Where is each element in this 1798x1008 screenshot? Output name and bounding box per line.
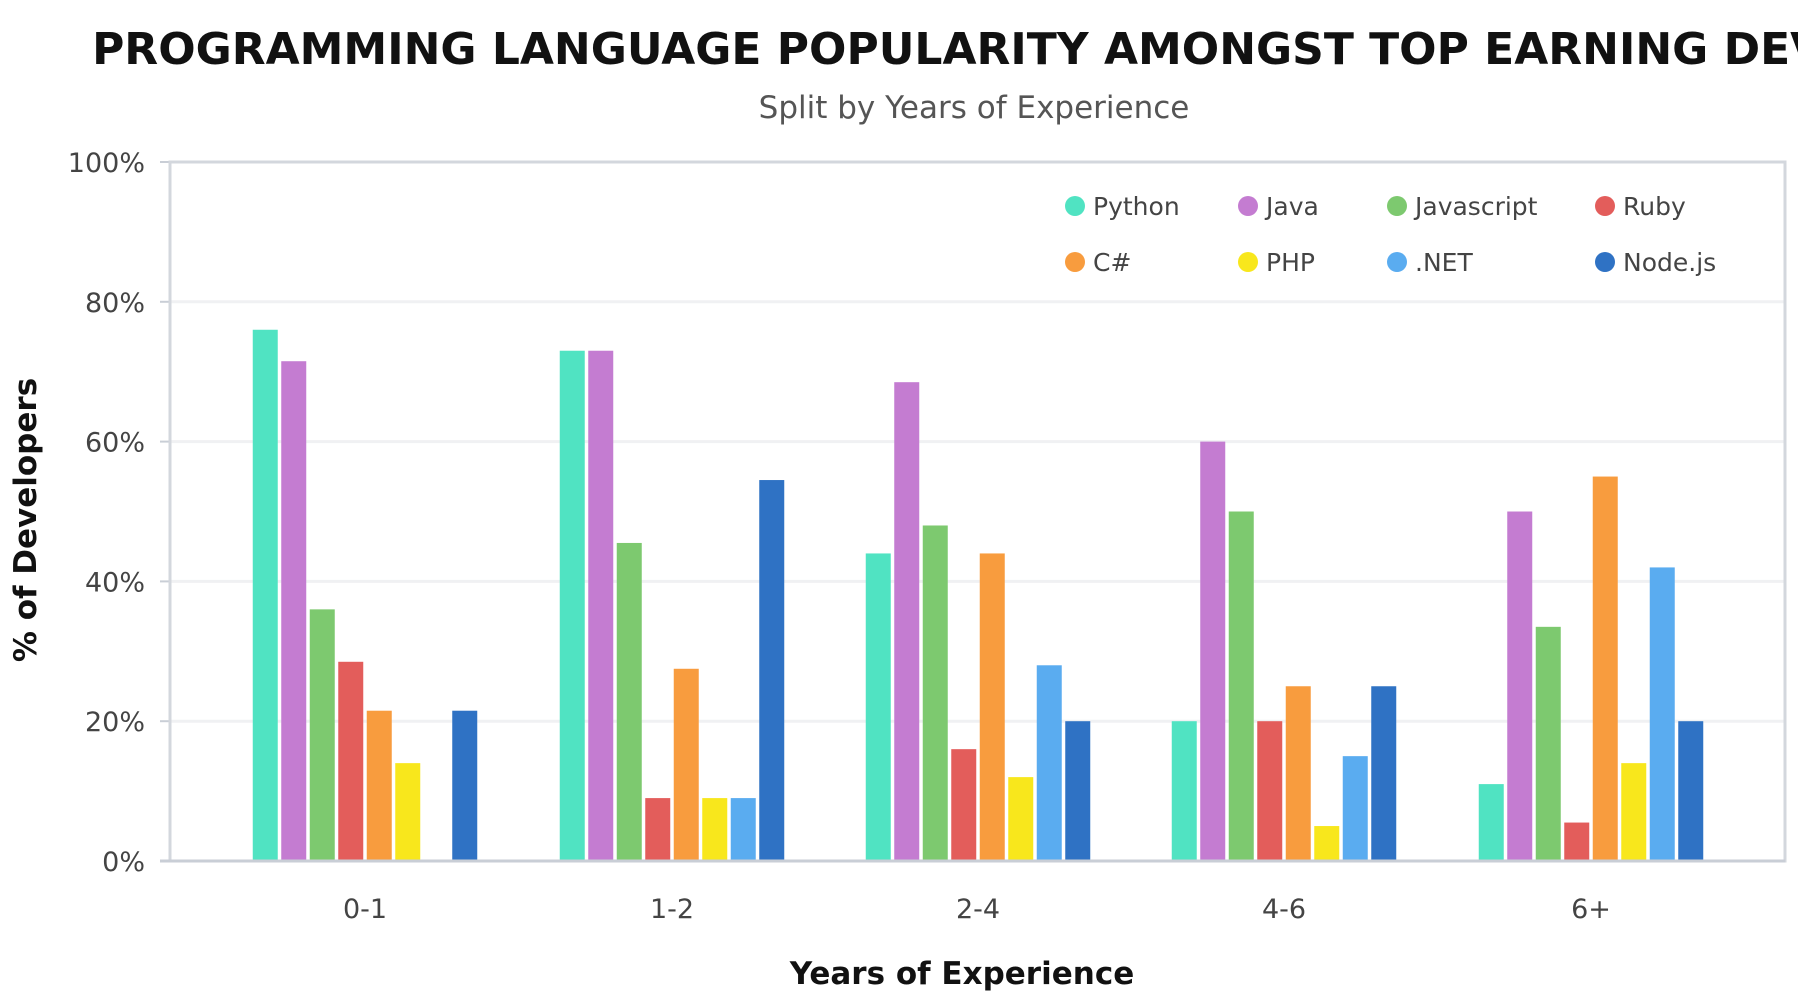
bar-python-1-2[interactable] <box>559 350 585 861</box>
bar-python-6+[interactable] <box>1478 784 1504 861</box>
legend-item-java[interactable]: Java <box>1238 192 1319 221</box>
legend-swatch <box>1595 252 1615 272</box>
legend-label: Python <box>1093 192 1180 221</box>
legend-item-ruby[interactable]: Ruby <box>1595 192 1686 221</box>
legend-item-python[interactable]: Python <box>1065 192 1180 221</box>
legend-swatch <box>1595 196 1615 216</box>
legend-label: Java <box>1264 192 1319 221</box>
legend-label: Node.js <box>1623 248 1716 277</box>
bar-net-4-6[interactable] <box>1342 756 1368 861</box>
bar-ruby-6+[interactable] <box>1564 822 1590 861</box>
legend-swatch <box>1387 196 1407 216</box>
legend-item-nodejs[interactable]: Node.js <box>1595 248 1716 277</box>
bar-ruby-0-1[interactable] <box>338 661 364 861</box>
legend[interactable]: Python Java Javascript Ruby C# PHP .NET Node.js <box>1065 192 1716 277</box>
bar-nodejs-1-2[interactable] <box>759 480 785 861</box>
bar-c-4-6[interactable] <box>1285 686 1311 861</box>
bar-python-2-4[interactable] <box>865 553 891 861</box>
legend-swatch <box>1238 196 1258 216</box>
bar-nodejs-4-6[interactable] <box>1371 686 1397 861</box>
x-tick-label: 6+ <box>1571 894 1611 925</box>
bar-nodejs-2-4[interactable] <box>1065 721 1091 861</box>
bar-python-4-6[interactable] <box>1171 721 1197 861</box>
bar-ruby-2-4[interactable] <box>951 749 977 861</box>
bar-net-2-4[interactable] <box>1036 665 1062 861</box>
legend-item-net[interactable]: .NET <box>1387 248 1473 277</box>
x-tick-label: 1-2 <box>650 894 694 925</box>
legend-label: Ruby <box>1623 192 1686 221</box>
y-tick-label: 20% <box>85 707 145 738</box>
x-tick-label: 4-6 <box>1262 894 1306 925</box>
x-axis-ticks: 0-1 1-2 2-4 4-6 6+ <box>343 894 1611 925</box>
bar-php-6+[interactable] <box>1621 763 1647 861</box>
bar-php-0-1[interactable] <box>395 763 421 861</box>
y-tick-label: 40% <box>85 567 145 598</box>
bar-java-1-2[interactable] <box>588 350 614 861</box>
bar-ruby-4-6[interactable] <box>1257 721 1283 861</box>
bar-c-6+[interactable] <box>1592 476 1618 861</box>
bar-php-1-2[interactable] <box>702 798 728 861</box>
y-axis-ticks: 0% 20% 40% 60% 80% 100% <box>68 148 170 878</box>
legend-swatch <box>1065 196 1085 216</box>
legend-label: Javascript <box>1413 192 1538 221</box>
bar-javascript-0-1[interactable] <box>309 609 335 861</box>
bar-javascript-2-4[interactable] <box>922 525 948 861</box>
legend-label: .NET <box>1415 248 1473 277</box>
bar-ruby-1-2[interactable] <box>645 798 671 861</box>
bar-php-2-4[interactable] <box>1008 777 1034 861</box>
bar-c-2-4[interactable] <box>979 553 1005 861</box>
bar-c-0-1[interactable] <box>366 710 392 861</box>
legend-label: PHP <box>1266 248 1315 277</box>
bar-nodejs-0-1[interactable] <box>452 710 478 861</box>
y-tick-label: 60% <box>85 428 145 459</box>
plot-frame <box>160 160 1787 863</box>
bars <box>252 329 1704 862</box>
bar-net-6+[interactable] <box>1649 567 1675 861</box>
legend-item-javascript[interactable]: Javascript <box>1387 192 1538 221</box>
bar-java-4-6[interactable] <box>1200 441 1226 861</box>
y-tick-label: 100% <box>68 148 145 179</box>
legend-label: C# <box>1093 248 1131 277</box>
y-tick-label: 80% <box>85 288 145 319</box>
x-tick-label: 0-1 <box>343 894 387 925</box>
bar-python-0-1[interactable] <box>252 329 278 861</box>
legend-swatch <box>1065 252 1085 272</box>
legend-item-c[interactable]: C# <box>1065 248 1131 277</box>
bar-net-1-2[interactable] <box>730 798 756 861</box>
y-axis-title: % of Developers <box>8 378 44 662</box>
x-tick-label: 2-4 <box>956 894 1000 925</box>
bar-javascript-1-2[interactable] <box>616 542 642 861</box>
legend-swatch <box>1238 252 1258 272</box>
bar-javascript-4-6[interactable] <box>1228 511 1254 862</box>
legend-item-php[interactable]: PHP <box>1238 248 1315 277</box>
chart-title: PROGRAMMING LANGUAGE POPULARITY AMONGST … <box>92 24 1798 75</box>
bar-nodejs-6+[interactable] <box>1678 721 1704 861</box>
bar-javascript-6+[interactable] <box>1535 626 1561 861</box>
x-axis-title: Years of Experience <box>789 956 1134 992</box>
bar-java-2-4[interactable] <box>894 382 920 861</box>
chart-subtitle: Split by Years of Experience <box>759 90 1190 126</box>
legend-swatch <box>1387 252 1407 272</box>
bar-c-1-2[interactable] <box>673 668 699 861</box>
bar-java-0-1[interactable] <box>281 361 307 861</box>
bar-java-6+[interactable] <box>1507 511 1533 862</box>
bar-php-4-6[interactable] <box>1314 826 1340 861</box>
y-tick-label: 0% <box>102 847 145 878</box>
